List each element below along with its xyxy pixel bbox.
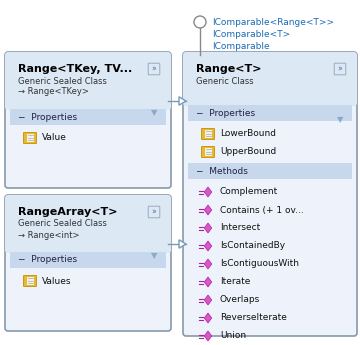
Text: Generic Sealed Class: Generic Sealed Class [18, 219, 107, 228]
Bar [10, 246, 166, 250]
Text: Generic Class: Generic Class [196, 77, 254, 86]
FancyBboxPatch shape [202, 147, 215, 158]
Bar [188, 105, 352, 121]
Polygon shape [204, 313, 212, 323]
Polygon shape [204, 205, 212, 215]
Text: ▼: ▼ [337, 116, 343, 125]
Bar [10, 57, 166, 107]
Text: −  Properties: − Properties [18, 256, 77, 265]
Polygon shape [204, 331, 212, 341]
Text: IsContiguousWith: IsContiguousWith [220, 259, 299, 268]
Text: »: » [338, 65, 342, 73]
Bar [27, 134, 33, 142]
Bar [188, 163, 352, 179]
FancyBboxPatch shape [5, 52, 171, 188]
Text: Range<T>: Range<T> [196, 64, 261, 74]
FancyBboxPatch shape [334, 63, 346, 75]
Bar [204, 148, 212, 156]
Text: Intersect: Intersect [220, 224, 260, 233]
FancyBboxPatch shape [23, 132, 36, 144]
Text: LowerBound: LowerBound [220, 129, 276, 138]
FancyBboxPatch shape [5, 195, 171, 331]
Polygon shape [204, 295, 212, 305]
Polygon shape [204, 241, 212, 251]
FancyBboxPatch shape [183, 52, 357, 336]
Bar [188, 99, 352, 103]
Bar [188, 57, 352, 103]
Text: IComparable<T>: IComparable<T> [212, 30, 290, 39]
Text: ▼: ▼ [151, 108, 157, 118]
Polygon shape [179, 240, 186, 248]
Text: ▼: ▼ [151, 252, 157, 260]
Bar [27, 277, 33, 285]
FancyBboxPatch shape [202, 128, 215, 139]
Bar [204, 130, 212, 138]
Polygon shape [204, 277, 212, 287]
Text: ReverseIterate: ReverseIterate [220, 314, 287, 323]
Text: Complement: Complement [220, 187, 278, 197]
Polygon shape [204, 259, 212, 269]
Circle shape [194, 16, 206, 28]
Text: Value: Value [42, 134, 67, 142]
FancyBboxPatch shape [148, 206, 160, 218]
Bar [10, 109, 166, 125]
Polygon shape [204, 223, 212, 233]
Text: IsContainedBy: IsContainedBy [220, 241, 285, 250]
Text: »: » [152, 207, 156, 217]
FancyBboxPatch shape [148, 63, 160, 75]
Text: Union: Union [220, 332, 246, 341]
Text: → Range<int>: → Range<int> [18, 230, 80, 239]
Text: −  Methods: − Methods [196, 167, 248, 176]
Bar [10, 200, 166, 250]
FancyBboxPatch shape [5, 195, 171, 253]
Text: −  Properties: − Properties [18, 112, 77, 121]
Polygon shape [179, 97, 186, 105]
Text: → Range<TKey>: → Range<TKey> [18, 88, 89, 97]
Text: Values: Values [42, 276, 72, 286]
Text: Overlaps: Overlaps [220, 296, 260, 305]
Bar [10, 103, 166, 107]
Text: Iterate: Iterate [220, 277, 250, 286]
FancyBboxPatch shape [183, 52, 357, 106]
Text: Contains (+ 1 ov...: Contains (+ 1 ov... [220, 206, 304, 215]
Text: IComparable<Range<T>>: IComparable<Range<T>> [212, 18, 334, 27]
Text: −  Properties: − Properties [196, 108, 255, 118]
Bar [10, 252, 166, 268]
Text: »: » [152, 65, 156, 73]
Text: IComparable: IComparable [212, 42, 270, 51]
FancyBboxPatch shape [23, 276, 36, 286]
Text: Range<TKey, TV...: Range<TKey, TV... [18, 64, 132, 74]
Text: RangeArray<T>: RangeArray<T> [18, 207, 117, 217]
FancyBboxPatch shape [5, 52, 171, 110]
Polygon shape [204, 187, 212, 197]
Text: UpperBound: UpperBound [220, 148, 276, 157]
Text: Generic Sealed Class: Generic Sealed Class [18, 77, 107, 86]
